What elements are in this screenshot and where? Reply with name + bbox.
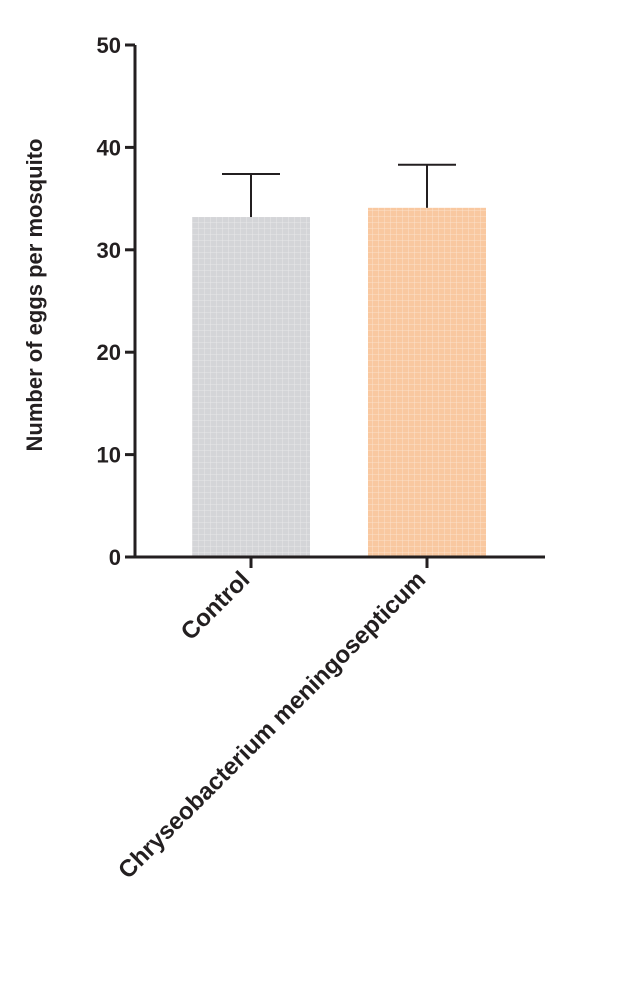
y-axis-title: Number of eggs per mosquito xyxy=(22,139,47,452)
bar-control xyxy=(192,217,310,557)
y-tick-label: 50 xyxy=(97,33,121,58)
y-tick-label: 40 xyxy=(97,135,121,160)
y-ticks: 0 10 20 30 40 50 xyxy=(97,33,135,570)
y-tick-label: 20 xyxy=(97,340,121,365)
x-category-label: Control xyxy=(176,566,255,645)
y-tick-label: 30 xyxy=(97,238,121,263)
y-tick-label: 0 xyxy=(109,545,121,570)
y-tick-label: 10 xyxy=(97,443,121,468)
x-category-label: Chryseobacterium meningosepticum xyxy=(113,566,431,884)
error-bar-control xyxy=(222,174,280,217)
bar-chryseobacterium-meningosepticum xyxy=(368,208,486,557)
error-bar-chryseobacterium-meningosepticum xyxy=(398,165,456,208)
bars xyxy=(192,208,486,557)
